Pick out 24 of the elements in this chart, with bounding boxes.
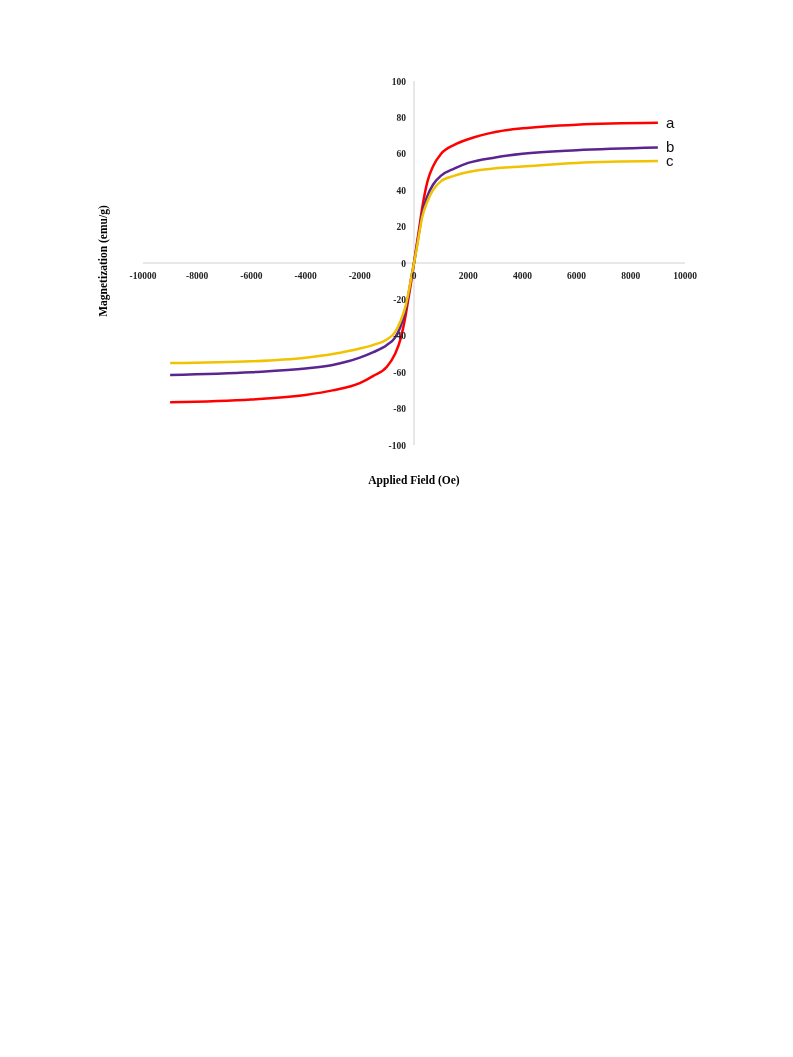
y-tick-label: 40 xyxy=(396,185,407,196)
x-tick-label: 10000 xyxy=(673,271,698,281)
x-tick-label: -10000 xyxy=(129,271,157,281)
y-tick-label: -80 xyxy=(393,404,407,415)
x-tick-label: 2000 xyxy=(458,271,478,281)
x-tick-label: 4000 xyxy=(512,271,533,281)
y-tick-label: 80 xyxy=(396,112,407,123)
y-tick-label: -60 xyxy=(393,367,407,378)
y-tick-label: 0 xyxy=(401,258,407,269)
x-tick-label: 6000 xyxy=(567,271,587,281)
y-tick-label: 20 xyxy=(396,222,407,233)
y-tick-label: -100 xyxy=(388,440,407,451)
y-tick-label: -20 xyxy=(393,294,407,305)
series-label: a xyxy=(665,113,675,131)
x-tick-label: -6000 xyxy=(240,271,263,281)
y-axis-title: Magnetization (emu/g) xyxy=(97,204,109,319)
x-tick-label: -2000 xyxy=(348,271,372,281)
y-tick-label: 100 xyxy=(391,76,407,87)
x-tick-label: -4000 xyxy=(294,271,317,281)
x-axis-title: Applied Field (Oe) xyxy=(367,474,461,486)
x-tick-label: 0 xyxy=(411,271,417,281)
x-tick-label: 8000 xyxy=(621,271,641,281)
x-tick-label: -8000 xyxy=(186,271,209,281)
y-tick-label: 60 xyxy=(396,149,407,160)
